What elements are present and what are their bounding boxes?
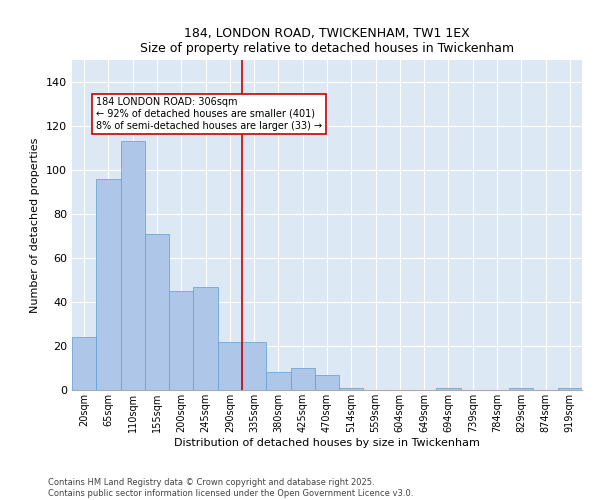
Bar xyxy=(193,286,218,390)
Text: 184 LONDON ROAD: 306sqm
← 92% of detached houses are smaller (401)
8% of semi-de: 184 LONDON ROAD: 306sqm ← 92% of detache… xyxy=(96,98,322,130)
Bar xyxy=(96,179,121,390)
Y-axis label: Number of detached properties: Number of detached properties xyxy=(31,138,40,312)
Bar xyxy=(72,337,96,390)
Bar xyxy=(242,342,266,390)
Bar xyxy=(436,388,461,390)
Bar xyxy=(218,342,242,390)
Bar xyxy=(290,368,315,390)
Bar xyxy=(121,142,145,390)
Bar xyxy=(169,291,193,390)
Bar xyxy=(145,234,169,390)
Bar xyxy=(266,372,290,390)
Bar xyxy=(315,374,339,390)
Bar xyxy=(509,388,533,390)
Bar xyxy=(339,388,364,390)
Title: 184, LONDON ROAD, TWICKENHAM, TW1 1EX
Size of property relative to detached hous: 184, LONDON ROAD, TWICKENHAM, TW1 1EX Si… xyxy=(140,26,514,54)
Text: Contains HM Land Registry data © Crown copyright and database right 2025.
Contai: Contains HM Land Registry data © Crown c… xyxy=(48,478,413,498)
Bar xyxy=(558,388,582,390)
X-axis label: Distribution of detached houses by size in Twickenham: Distribution of detached houses by size … xyxy=(174,438,480,448)
